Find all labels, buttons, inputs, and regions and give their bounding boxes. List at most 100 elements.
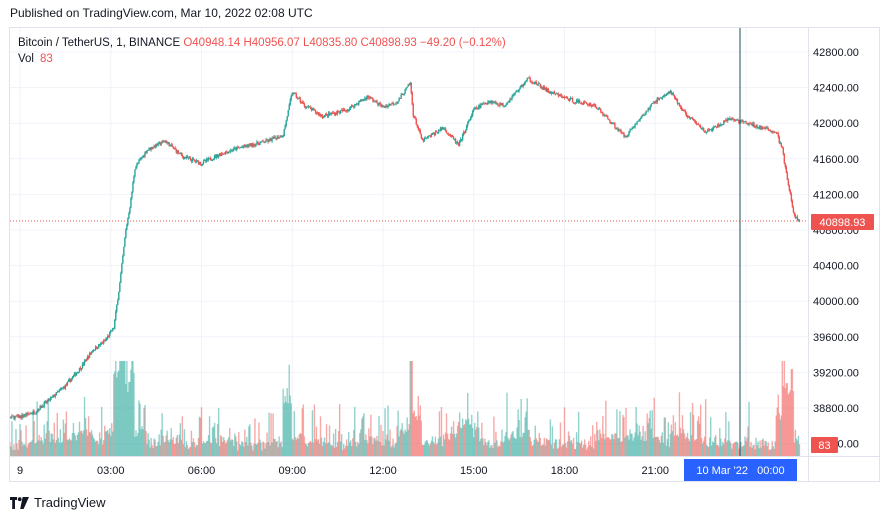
- volume-bar: [431, 436, 434, 456]
- candle-body: [338, 111, 341, 114]
- candle-body: [0, 417, 1, 419]
- candle-body: [19, 416, 21, 419]
- candle-body: [745, 121, 747, 124]
- candle-body: [258, 143, 260, 145]
- candle-body: [719, 125, 721, 127]
- volume-bar: [794, 429, 797, 456]
- volume-bar: [454, 437, 457, 456]
- volume-bar: [690, 435, 693, 456]
- volume-bar: [341, 449, 344, 456]
- volume-bar: [489, 448, 491, 456]
- volume-bar: [617, 438, 619, 456]
- candle-body: [700, 128, 703, 129]
- candle-body: [375, 100, 377, 102]
- candle-body: [659, 97, 661, 99]
- candle-body: [107, 335, 109, 339]
- candle-body: [580, 103, 583, 105]
- volume-bar: [68, 438, 71, 456]
- candle-body: [408, 84, 410, 86]
- volume-bar: [194, 447, 197, 456]
- volume-label[interactable]: Vol: [18, 53, 34, 65]
- volume-bar: [533, 439, 535, 456]
- volume-bar: [437, 438, 440, 456]
- candle-body: [724, 120, 726, 122]
- volume-bar: [92, 437, 95, 456]
- candle-body: [584, 101, 587, 103]
- tradingview-brand[interactable]: TradingView: [34, 495, 106, 510]
- candle-body: [541, 86, 544, 90]
- volume-bar: [39, 440, 41, 456]
- candle-body: [27, 412, 29, 414]
- volume-bar: [303, 436, 306, 456]
- candle-body: [514, 92, 516, 95]
- candle-body: [104, 340, 106, 342]
- candle-body: [453, 139, 456, 141]
- volume-bar: [154, 439, 156, 456]
- volume-bar: [85, 429, 88, 456]
- candle-body: [238, 147, 240, 149]
- volume-bar: [508, 440, 510, 456]
- candle-body: [286, 116, 288, 121]
- volume-bar: [643, 440, 645, 456]
- volume-bar: [409, 361, 411, 456]
- volume-bar: [570, 439, 573, 456]
- candle-body: [351, 105, 353, 107]
- candle-body: [747, 123, 749, 126]
- candle-body: [312, 108, 315, 110]
- candle-body: [728, 118, 730, 119]
- time-axis[interactable]: 903:0006:0009:0012:0015:0018:0021:0000:0…: [17, 465, 760, 477]
- volume-bar: [406, 417, 408, 456]
- candle-body: [615, 127, 617, 129]
- candle-body: [213, 155, 216, 159]
- candle-body: [758, 126, 760, 128]
- volume-bar: [373, 438, 375, 456]
- candle-body: [396, 102, 398, 104]
- volume-bar: [439, 436, 442, 456]
- volume-bar: [695, 438, 698, 456]
- volume-bar: [413, 410, 415, 456]
- volume-bar: [71, 433, 74, 456]
- candle-body: [447, 133, 450, 135]
- candle-body: [283, 129, 285, 137]
- candle-body: [84, 359, 87, 361]
- volume-bar: [614, 433, 616, 456]
- volume-bar: [625, 407, 627, 456]
- candle-body: [13, 416, 15, 420]
- candle-body: [223, 153, 226, 155]
- volume-bar: [357, 441, 359, 456]
- symbol-title[interactable]: Bitcoin / TetherUS, 1, BINANCE: [18, 37, 181, 49]
- volume-bar: [775, 415, 777, 456]
- candle-body: [125, 229, 127, 239]
- volume-bar: [717, 444, 719, 456]
- candle-body: [136, 163, 138, 167]
- volume-bar: [254, 418, 256, 456]
- candle-body: [522, 85, 524, 87]
- volume-bar: [525, 411, 527, 456]
- volume-bar: [161, 413, 163, 456]
- candle-body: [46, 400, 48, 403]
- volume-bar: [629, 429, 631, 456]
- volume-bar: [306, 446, 309, 456]
- price-tick-label: 39600.00: [813, 332, 859, 344]
- candle-body: [722, 124, 724, 126]
- volume-bar: [75, 440, 78, 456]
- volume-bar: [245, 442, 247, 456]
- candle-body: [301, 102, 304, 103]
- volume-bar: [619, 411, 621, 456]
- candle-body: [189, 157, 192, 160]
- volume-bar: [172, 436, 174, 456]
- volume-bar: [607, 437, 609, 456]
- volume-bar: [407, 429, 409, 456]
- price-axis[interactable]: 42800.0042400.0042000.0041600.0041200.00…: [813, 47, 859, 451]
- volume-bar: [359, 432, 361, 456]
- candle-body: [433, 133, 436, 136]
- volume-bar: [255, 443, 257, 456]
- volume-bar: [572, 437, 575, 456]
- volume-bar: [795, 438, 798, 456]
- volume-bar: [742, 445, 744, 456]
- volume-bar: [658, 439, 660, 456]
- candle-body: [339, 110, 342, 114]
- volume-bar: [673, 435, 676, 456]
- volume-bar: [797, 435, 800, 456]
